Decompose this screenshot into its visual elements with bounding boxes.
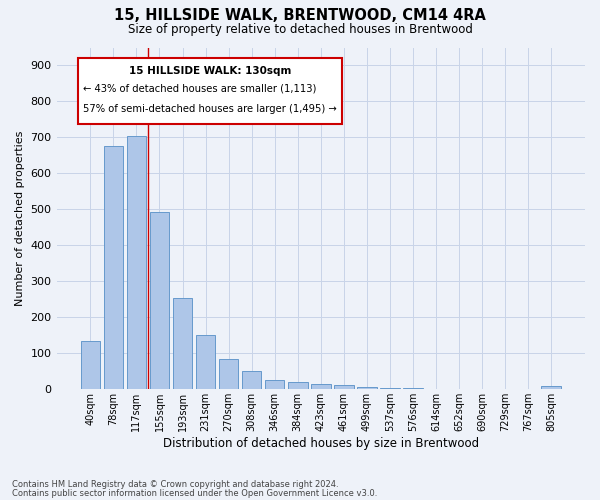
Bar (403, 388, 423, 390)
Bar (149, 212, 169, 390)
X-axis label: Distribution of detached houses by size in Brentwood: Distribution of detached houses by size … (163, 437, 479, 450)
Text: 15 HILLSIDE WALK: 130sqm: 15 HILLSIDE WALK: 130sqm (128, 66, 291, 76)
Text: Contains public sector information licensed under the Open Government Licence v3: Contains public sector information licen… (12, 488, 377, 498)
Bar (173, 298, 193, 390)
Bar (288, 382, 308, 390)
FancyBboxPatch shape (77, 58, 342, 124)
Bar (196, 336, 215, 390)
Bar (311, 384, 331, 390)
Bar (265, 380, 284, 390)
Y-axis label: Number of detached properties: Number of detached properties (15, 130, 25, 306)
Bar (426, 388, 446, 390)
Bar (127, 136, 146, 390)
Text: ← 43% of detached houses are smaller (1,113): ← 43% of detached houses are smaller (1,… (83, 84, 316, 94)
Bar (334, 385, 353, 390)
Bar (380, 388, 400, 390)
Bar (541, 386, 561, 390)
Bar (80, 340, 100, 390)
Bar (357, 387, 377, 390)
Bar (242, 370, 262, 390)
Text: Size of property relative to detached houses in Brentwood: Size of property relative to detached ho… (128, 22, 472, 36)
Text: 57% of semi-detached houses are larger (1,495) →: 57% of semi-detached houses are larger (… (83, 104, 337, 114)
Bar (219, 359, 238, 390)
Bar (104, 146, 123, 390)
Text: Contains HM Land Registry data © Crown copyright and database right 2024.: Contains HM Land Registry data © Crown c… (12, 480, 338, 489)
Text: 15, HILLSIDE WALK, BRENTWOOD, CM14 4RA: 15, HILLSIDE WALK, BRENTWOOD, CM14 4RA (114, 8, 486, 22)
